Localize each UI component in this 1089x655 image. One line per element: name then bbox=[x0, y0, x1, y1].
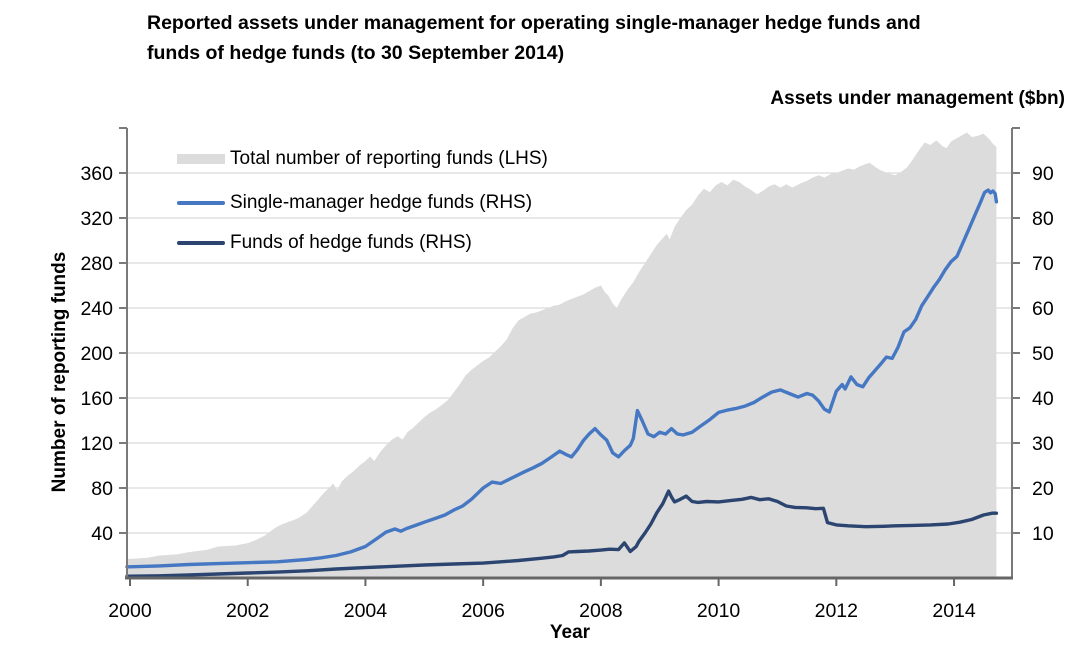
line-swatch-icon bbox=[177, 240, 225, 246]
left-tick-label: 360 bbox=[80, 163, 113, 185]
x-tick-label: 2000 bbox=[108, 600, 152, 622]
series-single_manager bbox=[125, 188, 999, 569]
right-tick-label: 10 bbox=[1032, 523, 1054, 545]
right-tick-label: 90 bbox=[1032, 163, 1054, 185]
left-tick-label: 120 bbox=[80, 433, 113, 455]
x-tick-label: 2006 bbox=[461, 600, 504, 622]
right-tick-label: 60 bbox=[1032, 298, 1054, 320]
chart-title-line1: Reported assets under management for ope… bbox=[147, 12, 921, 34]
x-axis-title: Year bbox=[549, 622, 591, 643]
right-tick-label: 80 bbox=[1032, 208, 1054, 230]
x-tick-label: 2008 bbox=[579, 600, 622, 622]
line-swatch-icon bbox=[177, 200, 225, 206]
area-swatch-icon bbox=[177, 154, 225, 164]
right-axis-title: Assets under management ($bn) bbox=[770, 88, 1065, 109]
legend-label: Funds of hedge funds (RHS) bbox=[230, 232, 472, 253]
chart-title-line2: funds of hedge funds (to 30 September 20… bbox=[147, 42, 565, 64]
legend-item-single-manager: Single-manager hedge funds (RHS) bbox=[177, 192, 532, 214]
x-tick-label: 2012 bbox=[815, 600, 858, 622]
x-tick-label: 2014 bbox=[932, 600, 976, 622]
series-funds_of_funds bbox=[125, 489, 999, 578]
x-tick-label: 2002 bbox=[226, 600, 269, 622]
left-tick-label: 40 bbox=[91, 523, 113, 545]
left-tick-label: 160 bbox=[80, 388, 113, 410]
left-tick-label: 240 bbox=[80, 298, 113, 320]
x-tick-label: 2004 bbox=[344, 600, 388, 622]
legend-item-funds-of-funds: Funds of hedge funds (RHS) bbox=[177, 232, 472, 254]
legend-label: Single-manager hedge funds (RHS) bbox=[230, 192, 533, 213]
legend-label: Total number of reporting funds (LHS) bbox=[230, 148, 548, 169]
series-total_funds bbox=[127, 132, 997, 578]
left-tick-label: 80 bbox=[91, 478, 113, 500]
left-tick-label: 280 bbox=[80, 253, 113, 275]
right-tick-label: 40 bbox=[1032, 388, 1054, 410]
right-tick-label: 30 bbox=[1032, 433, 1054, 455]
legend-item-total-funds: Total number of reporting funds (LHS) bbox=[177, 148, 548, 170]
right-tick-label: 20 bbox=[1032, 478, 1054, 500]
chart-title: Reported assets under management for ope… bbox=[147, 8, 921, 68]
x-tick-label: 2010 bbox=[697, 600, 741, 622]
right-tick-label: 50 bbox=[1032, 343, 1054, 365]
left-tick-label: 320 bbox=[80, 208, 113, 230]
right-tick-label: 70 bbox=[1032, 253, 1054, 275]
left-tick-label: 200 bbox=[80, 343, 113, 365]
